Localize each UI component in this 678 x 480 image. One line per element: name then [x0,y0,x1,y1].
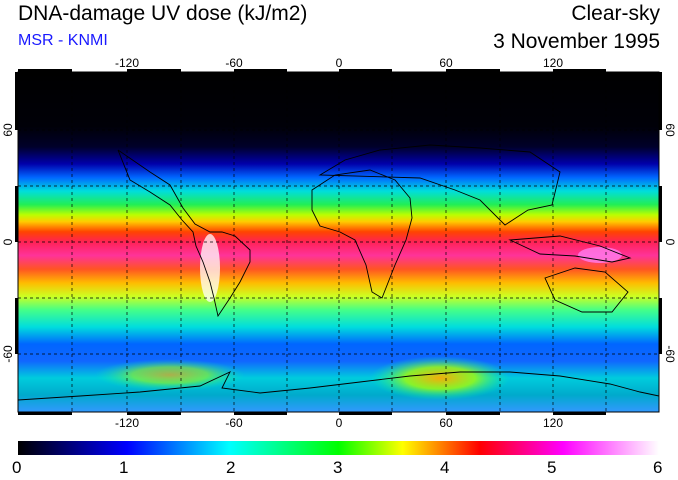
lat-label-left: 0 [1,238,15,245]
sky-condition-label: Clear-sky [571,2,660,25]
colorbar-label: 1 [119,458,129,477]
lon-label-top: 0 [336,56,343,70]
australia-coast [544,267,629,313]
colorbar [18,441,659,455]
antarctic-high-east [370,356,510,400]
date-label: 3 November 1995 [493,30,660,53]
lat-label-right: -60 [663,345,677,363]
map-frame [15,69,662,415]
graticule [18,72,659,412]
indonesia-peak [578,247,622,263]
colorbar-label: 5 [547,458,557,477]
lon-label-bottom: -120 [115,416,139,430]
lat-label-left: 60 [1,123,15,137]
lat-label-right: 0 [663,239,677,246]
lat-label-right: 60 [663,123,677,137]
lon-label-bottom: -60 [225,416,243,430]
andes-peak [200,234,220,302]
colorbar-label: 3 [333,458,343,477]
indonesia-coast [508,235,632,263]
eurasia-coast [318,144,561,226]
lat-label-left: -60 [1,345,15,363]
lon-label-bottom: 60 [439,416,453,430]
map-title: DNA-damage UV dose (kJ/m2) [18,2,308,25]
lon-label-top: 120 [543,56,563,70]
lon-label-top: 60 [439,56,453,70]
lon-label-top: -120 [115,56,139,70]
source-label: MSR - KNMI [18,32,108,49]
antarctica-coast [18,371,659,401]
lon-label-bottom: 0 [336,416,343,430]
lon-label-bottom: 120 [543,416,563,430]
lon-label-top: -60 [225,56,243,70]
antarctic-high-west [95,359,245,391]
colorbar-label: 6 [653,458,663,477]
africa-coast [311,169,413,299]
colorbar-label: 0 [12,458,22,477]
colorbar-label: 4 [440,458,450,477]
colorbar-label: 2 [226,458,236,477]
